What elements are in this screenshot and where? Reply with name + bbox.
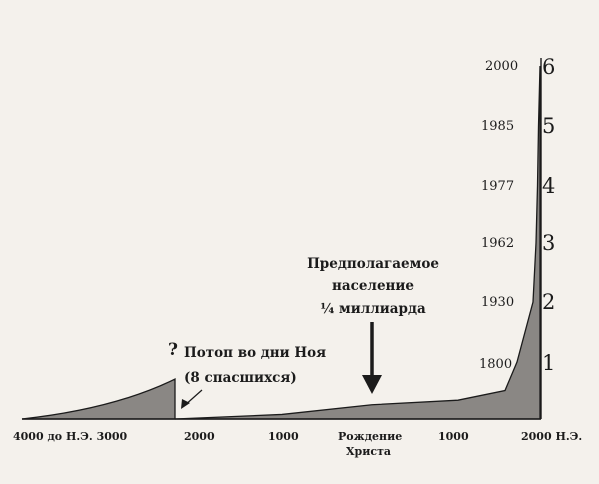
y-year-2000: 2000 bbox=[485, 59, 518, 74]
y-year-1962: 1962 bbox=[481, 236, 514, 251]
y-value-2: 2 bbox=[542, 290, 555, 314]
estimate-annotation-line2: население bbox=[332, 278, 414, 294]
estimate-annotation-line1: Предполагаемое bbox=[307, 256, 439, 272]
y-year-1985: 1985 bbox=[481, 119, 514, 134]
x-tick-birth: Рождение bbox=[338, 430, 402, 443]
y-value-5: 5 bbox=[542, 114, 555, 138]
post-flood-population-area bbox=[174, 65, 541, 420]
x-tick-2000bc: 2000 bbox=[184, 430, 215, 443]
pre-flood-population-area bbox=[21, 378, 176, 420]
flood-pointer-head bbox=[181, 399, 190, 409]
y-value-1: 1 bbox=[542, 351, 555, 375]
y-value-4: 4 bbox=[542, 174, 555, 198]
x-tick-4000bc-3000: 4000 до Н.Э. 3000 bbox=[13, 430, 128, 443]
y-value-3: 3 bbox=[542, 231, 555, 255]
x-tick-1000ad: 1000 bbox=[438, 430, 469, 443]
estimate-annotation-line3: ¼ миллиарда bbox=[320, 301, 426, 317]
x-tick-christ: Христа bbox=[346, 445, 391, 458]
y-year-1977: 1977 bbox=[481, 179, 514, 194]
x-tick-1000bc: 1000 bbox=[268, 430, 299, 443]
flood-question-mark: ? bbox=[168, 340, 178, 360]
y-value-6: 6 bbox=[542, 55, 555, 79]
x-tick-2000ad: 2000 Н.Э. bbox=[521, 430, 582, 443]
flood-annotation-line2: (8 спасшихся) bbox=[184, 370, 297, 386]
estimate-arrow-head bbox=[362, 375, 382, 394]
y-year-1800: 1800 bbox=[479, 357, 512, 372]
flood-annotation-line1: Потоп во дни Ноя bbox=[184, 345, 326, 361]
y-year-1930: 1930 bbox=[481, 295, 514, 310]
